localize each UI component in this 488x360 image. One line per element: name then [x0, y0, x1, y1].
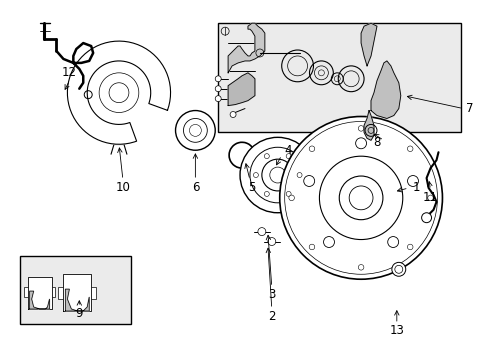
- Circle shape: [288, 195, 294, 201]
- Polygon shape: [370, 61, 400, 118]
- Text: 1: 1: [412, 181, 420, 194]
- Polygon shape: [63, 274, 91, 311]
- Text: 4: 4: [284, 144, 291, 157]
- Circle shape: [387, 237, 398, 247]
- Circle shape: [215, 76, 221, 82]
- Polygon shape: [30, 291, 49, 309]
- Text: 3: 3: [267, 288, 275, 301]
- Text: 8: 8: [372, 136, 380, 149]
- Circle shape: [308, 146, 314, 152]
- Polygon shape: [360, 23, 376, 66]
- Circle shape: [427, 195, 432, 201]
- Text: 7: 7: [466, 102, 473, 115]
- Circle shape: [355, 138, 366, 149]
- Text: 2: 2: [267, 310, 275, 323]
- Circle shape: [407, 146, 412, 152]
- Circle shape: [358, 265, 363, 270]
- Polygon shape: [228, 73, 254, 105]
- Bar: [24, 287, 28, 297]
- Circle shape: [323, 237, 334, 247]
- Polygon shape: [67, 41, 170, 144]
- Polygon shape: [28, 277, 51, 309]
- Bar: [91, 287, 96, 299]
- Circle shape: [391, 262, 405, 276]
- Polygon shape: [65, 289, 89, 311]
- Circle shape: [240, 137, 315, 213]
- Circle shape: [257, 228, 265, 235]
- Circle shape: [215, 86, 221, 92]
- Polygon shape: [364, 111, 373, 140]
- Circle shape: [407, 244, 412, 250]
- Circle shape: [358, 126, 363, 131]
- Circle shape: [303, 176, 314, 186]
- Circle shape: [279, 117, 442, 279]
- Bar: [218, 23, 460, 132]
- Bar: [51, 287, 55, 297]
- Circle shape: [308, 244, 314, 250]
- Circle shape: [215, 96, 221, 102]
- Text: 6: 6: [191, 181, 199, 194]
- Text: 12: 12: [62, 66, 77, 79]
- Circle shape: [267, 238, 275, 246]
- Bar: [20, 256, 131, 324]
- Text: 10: 10: [115, 181, 130, 194]
- Bar: [59, 287, 63, 299]
- Circle shape: [230, 112, 236, 117]
- Text: 5: 5: [248, 181, 255, 194]
- Text: 9: 9: [75, 307, 83, 320]
- Circle shape: [407, 176, 418, 186]
- Text: 13: 13: [388, 324, 404, 337]
- Polygon shape: [228, 23, 264, 73]
- Text: 11: 11: [422, 192, 437, 204]
- Circle shape: [421, 213, 431, 223]
